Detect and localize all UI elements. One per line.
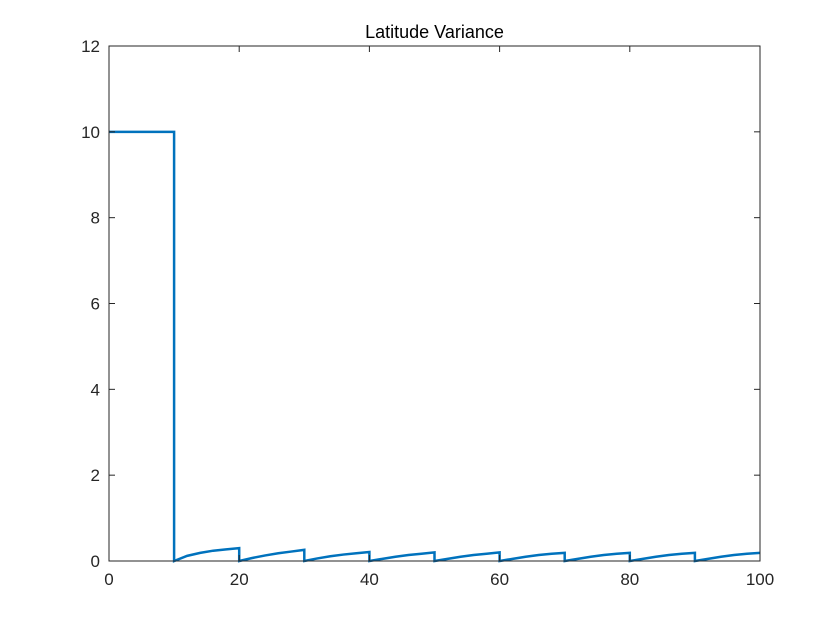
y-tick-label: 2	[91, 466, 100, 485]
plot-frame	[108, 45, 761, 562]
chart-title: Latitude Variance	[365, 22, 504, 42]
x-tick-label: 20	[230, 570, 249, 589]
x-tick-label: 40	[360, 570, 379, 589]
y-tick-label: 12	[81, 37, 100, 56]
y-tick-label: 10	[81, 123, 100, 142]
y-tick-label: 4	[91, 380, 100, 399]
x-tick-label: 60	[490, 570, 509, 589]
series-line-0	[109, 130, 761, 563]
x-tick-label: 100	[746, 570, 774, 589]
x-tick-label: 80	[620, 570, 639, 589]
y-tick-label: 0	[91, 552, 100, 571]
y-tick-label: 6	[91, 295, 100, 314]
y-tick-label: 8	[91, 209, 100, 228]
x-tick-label: 0	[104, 570, 113, 589]
